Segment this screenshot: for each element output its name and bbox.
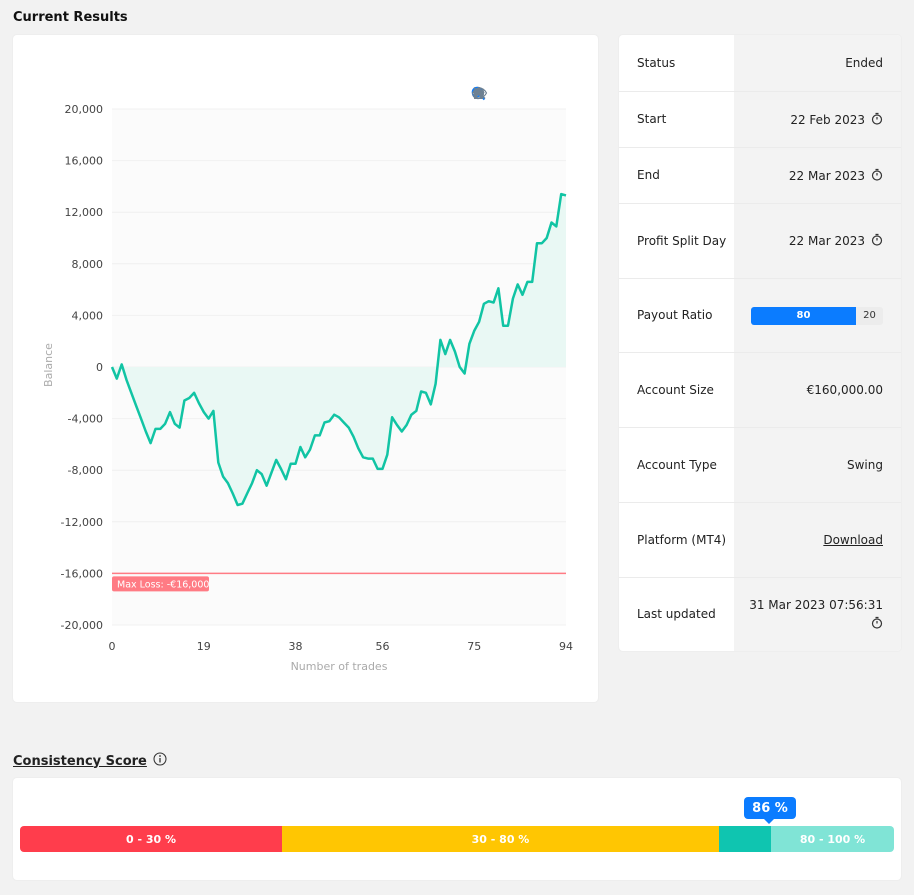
y-tick-label: -12,000: [61, 516, 103, 529]
account-type-text: Swing: [847, 458, 883, 472]
payout-trader-share: 80: [751, 306, 856, 325]
y-tick-label: -16,000: [61, 567, 103, 580]
account-type-label: Account Type: [637, 457, 717, 472]
x-tick-label: 38: [289, 640, 303, 653]
zoom-out-icon[interactable]: [471, 86, 509, 103]
max-loss-label-bg: [112, 576, 209, 592]
info-row-profit-split: Profit Split Day 22 Mar 2023: [619, 203, 901, 278]
end-value: 22 Mar 2023: [734, 148, 901, 203]
account-info-card: Status Ended Start 22 Feb 2023 End 22 Ma…: [619, 35, 901, 651]
stopwatch-icon: [871, 168, 883, 184]
consistency-score-label: Consistency Score: [13, 753, 147, 769]
x-tick-label: 75: [467, 640, 481, 653]
payout-firm-share: 20: [856, 306, 883, 325]
consistency-score-card: 86 % 0 - 30 % 30 - 80 % 80 - 100 %: [13, 778, 901, 880]
y-tick-label: 20,000: [65, 103, 104, 116]
status-text: Ended: [845, 56, 883, 70]
info-row-start: Start 22 Feb 2023: [619, 91, 901, 147]
info-row-payout: Payout Ratio 80 20: [619, 278, 901, 352]
account-type-value: Swing: [734, 428, 901, 502]
end-label: End: [637, 168, 660, 182]
balance-area: [112, 194, 566, 505]
account-size-label: Account Size: [637, 382, 714, 397]
x-axis-title: Number of trades: [291, 660, 388, 673]
download-link[interactable]: Download: [823, 533, 883, 547]
start-date: 22 Feb 2023: [790, 112, 865, 127]
x-tick-label: 19: [197, 640, 211, 653]
last-updated-text: 31 Mar 2023 07:56:31: [749, 597, 883, 612]
y-tick-label: 0: [96, 361, 103, 374]
y-tick-label: 16,000: [65, 155, 104, 168]
y-axis-title: Balance: [42, 343, 55, 387]
start-value: 22 Feb 2023: [734, 92, 901, 147]
info-row-last-updated: Last updated 31 Mar 2023 07:56:31: [619, 577, 901, 651]
y-tick-label: 4,000: [72, 309, 104, 322]
max-loss-label: Max Loss: -€16,000: [117, 579, 209, 590]
last-updated-label: Last updated: [637, 607, 716, 621]
status-label: Status: [637, 55, 676, 70]
selection-zoom-icon[interactable]: [471, 86, 530, 103]
info-row-status: Status Ended: [619, 35, 901, 91]
start-label: Start: [637, 112, 667, 126]
x-tick-label: 94: [559, 640, 573, 653]
y-tick-label: -8,000: [68, 464, 103, 477]
platform-label: Platform (MT4): [637, 532, 727, 547]
status-value: Ended: [734, 35, 901, 91]
x-tick-label: 0: [109, 640, 116, 653]
payout-ratio-bar: 80 20: [751, 306, 883, 325]
account-size-text: €160,000.00: [806, 383, 883, 397]
balance-chart-card: 20,000 16,000 12,000 8,000 4,000 0 -4,000 -8,00…: [13, 35, 598, 702]
info-icon[interactable]: [153, 752, 167, 770]
consistency-score-title[interactable]: Consistency Score: [13, 752, 167, 770]
account-size-value: €160,000.00: [734, 353, 901, 427]
consistency-score-bar: 0 - 30 % 30 - 80 % 80 - 100 %: [20, 826, 894, 852]
chart-toolbar: [471, 86, 572, 103]
segment-80-100: 80 - 100 %: [771, 826, 894, 852]
info-row-account-size: Account Size €160,000.00: [619, 352, 901, 427]
y-tick-label: 12,000: [65, 206, 104, 219]
profit-split-label: Profit Split Day: [637, 233, 727, 248]
x-tick-label: 56: [375, 640, 389, 653]
y-tick-label: -4,000: [68, 413, 103, 426]
stopwatch-icon: [871, 616, 883, 632]
balance-chart: 20,000 16,000 12,000 8,000 4,000 0 -4,000 -8,00…: [42, 103, 573, 673]
profit-split-value: 22 Mar 2023: [734, 204, 901, 278]
home-icon[interactable]: [472, 86, 551, 103]
info-row-account-type: Account Type Swing: [619, 427, 901, 502]
balance-line: [110, 192, 567, 507]
hide-icon[interactable]: [471, 86, 572, 103]
section-title-current-results: Current Results: [13, 10, 128, 25]
score-badge: 86 %: [744, 797, 796, 824]
segment-score-fill: [719, 826, 771, 852]
y-tick-label: -20,000: [61, 619, 103, 632]
platform-value: Download: [734, 503, 901, 577]
end-date: 22 Mar 2023: [788, 168, 865, 183]
info-row-end: End 22 Mar 2023: [619, 147, 901, 203]
segment-30-80: 30 - 80 %: [282, 826, 719, 852]
payout-value: 80 20: [734, 279, 901, 352]
payout-label: Payout Ratio: [637, 308, 713, 322]
stopwatch-icon: [871, 112, 883, 128]
segment-0-30: 0 - 30 %: [20, 826, 282, 852]
last-updated-value: 31 Mar 2023 07:56:31: [734, 578, 901, 651]
profit-split-date: 22 Mar 2023: [788, 234, 865, 248]
stopwatch-icon: [871, 233, 883, 249]
info-row-platform: Platform (MT4) Download: [619, 502, 901, 577]
y-tick-label: 8,000: [72, 258, 104, 271]
